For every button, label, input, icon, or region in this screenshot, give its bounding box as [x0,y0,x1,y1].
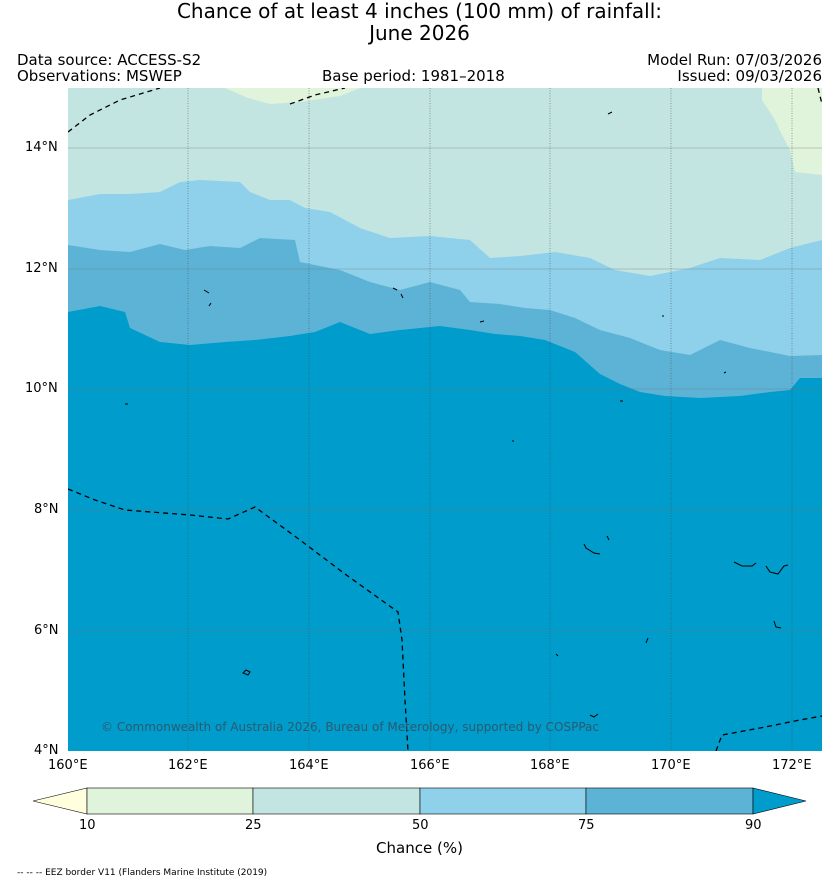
colorbar-tick-50: 50 [412,818,429,833]
lat-label-4n: 4°N [34,743,59,758]
base-period-label: Base period: 1981–2018 [322,67,505,85]
latitude-lines [68,147,822,632]
colorbar-extend-high [752,787,807,815]
eez-borders [68,88,822,751]
map-title-line2: June 2026 [369,21,470,45]
lon-label-160e: 160°E [48,758,88,773]
colorbar-tick-25: 25 [245,818,262,833]
model-run-label: Model Run: 07/03/2026 [647,51,822,69]
colorbar-title: Chance (%) [376,839,463,857]
colorbar-segment-75-90 [585,787,754,815]
colorbar-segment-50-75 [419,787,587,815]
colorbar-segment-10-25 [86,787,254,815]
lon-label-166e: 166°E [410,758,450,773]
lat-label-6n: 6°N [34,623,59,638]
map-title-line1: Chance of at least 4 inches (100 mm) of … [176,0,663,23]
eez-footnote: -- -- -- EEZ border V11 (Flanders Marine… [17,868,268,878]
lat-label-14n: 14°N [25,140,58,155]
observations-label: Observations: MSWEP [17,67,182,85]
colorbar-segment-25-50 [252,787,421,815]
lat-label-8n: 8°N [34,502,59,517]
gridlines [187,88,793,751]
probability-contours [68,88,822,751]
lat-label-12n: 12°N [25,261,58,276]
lon-label-162e: 162°E [168,758,208,773]
lon-label-172e: 172°E [772,758,812,773]
colorbar-tick-10: 10 [79,818,96,833]
lat-label-10n: 10°N [25,381,58,396]
lon-label-170e: 170°E [651,758,691,773]
issued-label: Issued: 09/03/2026 [677,67,822,85]
data-source-label: Data source: ACCESS-S2 [17,51,202,69]
lon-label-164e: 164°E [289,758,329,773]
colorbar-tick-75: 75 [578,818,595,833]
lon-label-168e: 168°E [530,758,570,773]
colorbar-extend-low [32,787,88,815]
band-10-25 [68,88,822,276]
colorbar [32,787,807,815]
colorbar-tick-90: 90 [745,818,762,833]
islands [125,111,789,718]
copyright-notice: © Commonwealth of Australia 2026, Bureau… [101,720,599,734]
